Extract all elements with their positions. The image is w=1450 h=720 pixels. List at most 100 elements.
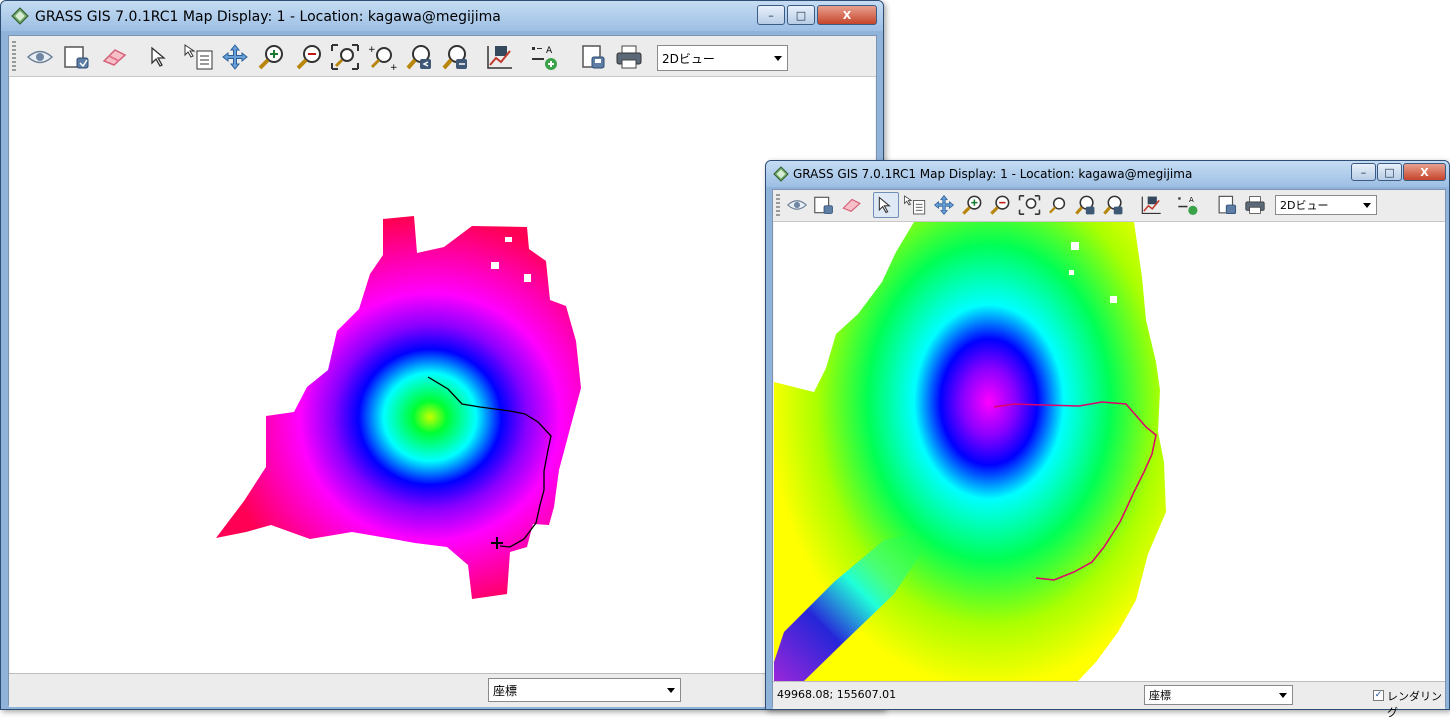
zoom-extent-icon	[331, 44, 359, 70]
view-mode-value: 2Dビュー	[1280, 199, 1329, 212]
analyze-button[interactable]	[1138, 193, 1164, 217]
save-icon	[582, 45, 605, 69]
eye-icon	[27, 50, 53, 64]
window-client: A 2Dビュー	[772, 189, 1446, 719]
chevron-down-icon	[1363, 203, 1371, 208]
render-map-button[interactable]	[61, 42, 93, 72]
flow-path-line	[427, 376, 552, 548]
map-canvas[interactable]	[774, 222, 1445, 681]
minimize-button[interactable]: –	[757, 5, 785, 25]
zoom-menu-button[interactable]	[1100, 193, 1126, 217]
title-bar[interactable]: GRASS GIS 7.0.1RC1 Map Display: 1 - Loca…	[766, 161, 1449, 187]
grass-app-icon	[773, 166, 789, 182]
display-map-button[interactable]	[785, 193, 809, 217]
overlay-button[interactable]: A	[1174, 193, 1200, 217]
query-icon	[184, 44, 213, 70]
eye-icon	[787, 200, 807, 210]
view-mode-select[interactable]: 2Dビュー	[1275, 195, 1377, 215]
svg-text:+: +	[390, 63, 397, 71]
map-canvas[interactable]	[10, 77, 875, 673]
close-button[interactable]: X	[1403, 163, 1446, 181]
zoom-out-button[interactable]	[987, 193, 1013, 217]
island-shape	[216, 216, 581, 599]
zoom-region-button[interactable]: + +	[365, 42, 399, 72]
zoom-menu-icon	[1103, 195, 1123, 215]
query-button[interactable]	[901, 193, 929, 217]
eraser-icon	[842, 198, 861, 212]
zoom-to-extent-button[interactable]	[1016, 193, 1042, 217]
zoom-extent-icon	[1018, 195, 1040, 215]
render-map-button[interactable]	[811, 193, 837, 217]
zoom-in-icon	[962, 195, 982, 215]
pointer-icon	[151, 46, 166, 67]
status-mode-value: 座標	[493, 683, 518, 698]
print-button[interactable]	[613, 42, 645, 72]
close-button[interactable]: X	[817, 5, 877, 25]
pointer-button[interactable]	[873, 192, 899, 218]
zoom-region-button[interactable]	[1044, 193, 1070, 217]
erase-display-button[interactable]	[839, 193, 865, 217]
toolbar-grip[interactable]	[12, 41, 16, 71]
print-icon	[1245, 196, 1265, 214]
print-button[interactable]	[1242, 193, 1268, 217]
display-map-button[interactable]	[25, 42, 55, 72]
close-icon: X	[842, 8, 852, 22]
zoom-region-icon	[1048, 197, 1065, 214]
svg-text:A: A	[546, 46, 553, 56]
pan-button[interactable]	[931, 193, 957, 217]
grass-app-icon	[11, 7, 29, 25]
zoom-in-button[interactable]	[959, 193, 985, 217]
zoom-to-extent-button[interactable]	[329, 42, 361, 72]
checkmark-icon: ✓	[1374, 690, 1383, 700]
zoom-out-button[interactable]	[293, 42, 325, 72]
window-title: GRASS GIS 7.0.1RC1 Map Display: 1 - Loca…	[793, 167, 1193, 181]
status-mode-select[interactable]: 座標	[1144, 685, 1293, 705]
erase-display-button[interactable]	[99, 42, 131, 72]
view-mode-value: 2Dビュー	[662, 51, 715, 66]
toolbar-grip[interactable]	[776, 194, 780, 216]
pan-icon	[933, 194, 955, 216]
analyze-button[interactable]	[483, 42, 517, 72]
start-point-marker	[491, 537, 503, 549]
elevation-raster-map	[216, 216, 581, 599]
pan-button[interactable]	[219, 42, 251, 72]
status-mode-select[interactable]: 座標	[488, 678, 681, 702]
zoom-back-button[interactable]	[1072, 193, 1098, 217]
coordinates-readout: 49968.08; 155607.01	[777, 688, 897, 701]
minimize-button[interactable]: –	[1351, 163, 1376, 181]
elevation-ridge	[774, 534, 922, 681]
zoom-out-icon	[296, 45, 321, 70]
analyze-icon	[1141, 196, 1161, 215]
zoom-back-button[interactable]	[403, 42, 435, 72]
zoom-back-icon	[406, 45, 431, 70]
status-mode-value: 座標	[1149, 689, 1171, 702]
pointer-icon	[878, 196, 891, 214]
close-icon: X	[1420, 165, 1429, 179]
eraser-icon	[102, 49, 127, 66]
zoom-out-icon	[990, 195, 1010, 215]
zoom-menu-button[interactable]	[439, 42, 471, 72]
title-bar[interactable]: GRASS GIS 7.0.1RC1 Map Display: 1 - Loca…	[1, 1, 883, 31]
map-display-window-1: GRASS GIS 7.0.1RC1 Map Display: 1 - Loca…	[0, 0, 884, 710]
render-checkbox[interactable]: ✓	[1373, 690, 1384, 701]
map-render-icon	[64, 46, 89, 69]
maximize-icon: □	[795, 8, 807, 22]
save-display-button[interactable]	[577, 42, 609, 72]
render-label: レンダリング	[1387, 690, 1442, 719]
save-icon	[1218, 195, 1237, 215]
pointer-button[interactable]	[145, 42, 175, 72]
maximize-button[interactable]: □	[1377, 163, 1402, 181]
svg-text:A: A	[1189, 196, 1194, 204]
save-display-button[interactable]	[1214, 193, 1240, 217]
maximize-icon: □	[1384, 165, 1395, 179]
query-button[interactable]	[181, 42, 217, 72]
zoom-in-button[interactable]	[255, 42, 287, 72]
view-mode-select[interactable]: 2Dビュー	[657, 45, 788, 71]
overlay-button[interactable]: A	[527, 42, 561, 72]
flow-path-line	[993, 401, 1157, 581]
window-client: + + A 2Dビュー	[8, 35, 877, 707]
zoom-menu-icon	[442, 45, 467, 70]
elevation-raster-map	[774, 222, 1166, 681]
chevron-down-icon	[1279, 693, 1287, 698]
maximize-button[interactable]: □	[787, 5, 815, 25]
